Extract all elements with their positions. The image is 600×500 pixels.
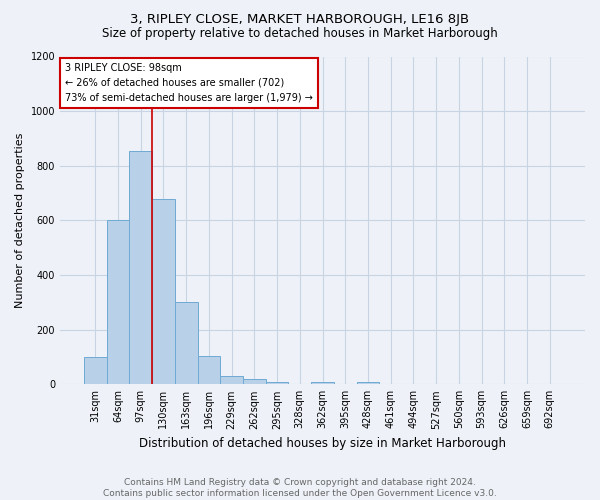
Bar [130, 150, 152, 384]
Bar [107, 220, 130, 384]
Text: Size of property relative to detached houses in Market Harborough: Size of property relative to detached ho… [102, 28, 498, 40]
Y-axis label: Number of detached properties: Number of detached properties [15, 132, 25, 308]
Bar [220, 376, 243, 384]
Bar [243, 379, 266, 384]
Text: 3, RIPLEY CLOSE, MARKET HARBOROUGH, LE16 8JB: 3, RIPLEY CLOSE, MARKET HARBOROUGH, LE16… [130, 12, 470, 26]
Bar [311, 382, 334, 384]
X-axis label: Distribution of detached houses by size in Market Harborough: Distribution of detached houses by size … [139, 437, 506, 450]
Bar [84, 357, 107, 384]
Bar [356, 382, 379, 384]
Bar [175, 302, 197, 384]
Bar [152, 198, 175, 384]
Bar [197, 356, 220, 384]
Text: Contains HM Land Registry data © Crown copyright and database right 2024.
Contai: Contains HM Land Registry data © Crown c… [103, 478, 497, 498]
Text: 3 RIPLEY CLOSE: 98sqm
← 26% of detached houses are smaller (702)
73% of semi-det: 3 RIPLEY CLOSE: 98sqm ← 26% of detached … [65, 63, 313, 102]
Bar [266, 382, 289, 384]
